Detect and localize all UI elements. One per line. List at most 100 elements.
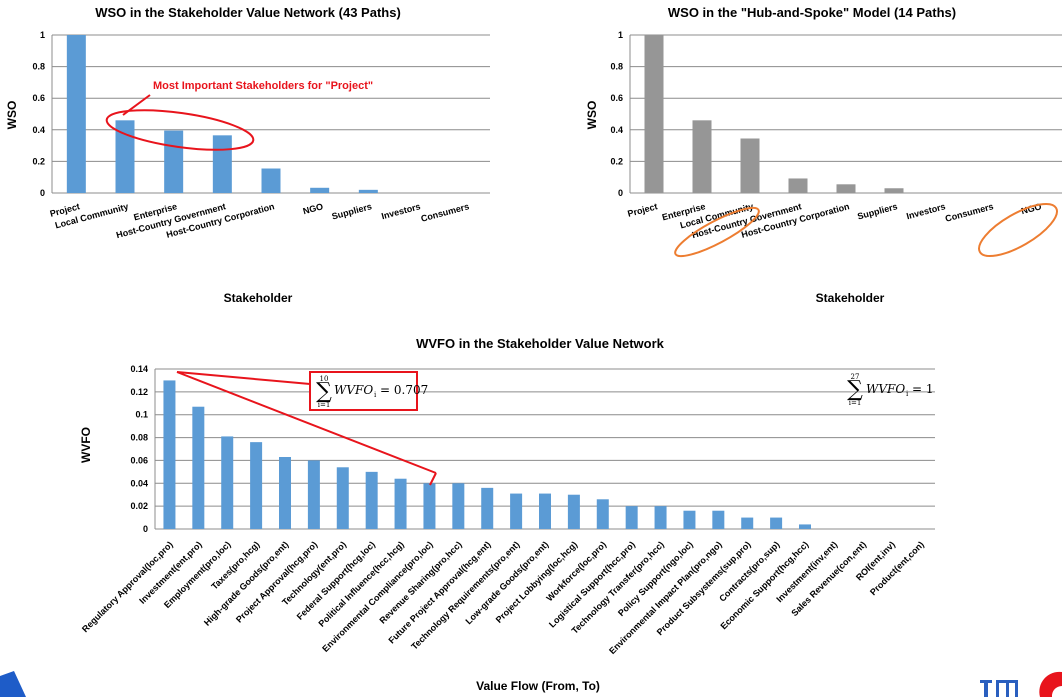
annotation-ellipse bbox=[105, 109, 255, 151]
bar bbox=[644, 35, 664, 193]
bar bbox=[307, 460, 320, 529]
x-tick-label: Suppliers bbox=[331, 201, 373, 221]
bar bbox=[625, 506, 638, 529]
svg-text:i=1: i=1 bbox=[318, 401, 331, 409]
bar bbox=[279, 457, 291, 529]
bar bbox=[683, 510, 696, 529]
x-tick-label: Product(ent,con) bbox=[868, 539, 926, 597]
bar bbox=[66, 35, 86, 193]
svg-text:= 0.707: = 0.707 bbox=[380, 383, 428, 397]
bar bbox=[788, 178, 808, 193]
bar bbox=[336, 467, 349, 529]
left-logo bbox=[0, 671, 26, 697]
y-tick-label: 0.02 bbox=[130, 501, 148, 511]
x-tick-label: Investors bbox=[905, 201, 946, 221]
x-tick-label: Consumers bbox=[944, 201, 994, 223]
bar bbox=[423, 483, 436, 529]
bar bbox=[452, 483, 465, 529]
bar bbox=[884, 188, 904, 193]
y-tick-label: 0.08 bbox=[130, 433, 148, 443]
bar bbox=[250, 442, 263, 529]
y-tick-label: 0.6 bbox=[32, 93, 45, 103]
svg-text:27: 27 bbox=[851, 373, 860, 381]
svg-text:∑: ∑ bbox=[847, 377, 863, 402]
callout-line-upper bbox=[176, 371, 311, 385]
bar bbox=[358, 189, 378, 193]
chart2-title: WSO in the "Hub-and-Spoke" Model (14 Pat… bbox=[668, 5, 956, 20]
formula-total: 27 ∑ i=1 WVFO i = 1 bbox=[847, 373, 933, 407]
y-tick-label: 0.8 bbox=[610, 62, 623, 72]
bar bbox=[481, 487, 494, 529]
bar bbox=[596, 499, 609, 529]
chart-wso-stakeholder-network: WSO in the Stakeholder Value Network (43… bbox=[5, 5, 490, 305]
highlight-ngo bbox=[978, 203, 1058, 257]
svg-text:i=1: i=1 bbox=[849, 399, 862, 407]
y-tick-label: 1 bbox=[40, 30, 45, 40]
svg-text:WVFO: WVFO bbox=[866, 382, 905, 396]
y-tick-label: 0.8 bbox=[32, 62, 45, 72]
y-tick-label: 0 bbox=[40, 188, 45, 198]
bar bbox=[115, 120, 135, 193]
svg-text:10: 10 bbox=[320, 375, 329, 383]
bar bbox=[163, 380, 176, 529]
x-tick-label: Investors bbox=[380, 201, 421, 221]
y-tick-label: 0 bbox=[143, 524, 148, 534]
formula-top10-box bbox=[309, 371, 418, 411]
bar bbox=[192, 406, 205, 529]
callout-line-end bbox=[429, 472, 437, 486]
right-logo bbox=[980, 671, 1062, 697]
bar bbox=[712, 510, 725, 529]
bar bbox=[740, 138, 760, 193]
bar bbox=[212, 135, 232, 193]
svg-text:WVFO: WVFO bbox=[334, 383, 373, 397]
x-tick-label: Suppliers bbox=[856, 201, 898, 221]
bar bbox=[510, 493, 523, 529]
y-tick-label: 0.06 bbox=[130, 455, 148, 465]
y-tick-label: 0.4 bbox=[32, 125, 45, 135]
svg-text:∑: ∑ bbox=[316, 379, 332, 404]
callout-line-range bbox=[176, 371, 437, 474]
x-tick-label: Consumers bbox=[420, 201, 470, 223]
chart1-title: WSO in the Stakeholder Value Network (43… bbox=[95, 5, 401, 20]
highlight-local-community bbox=[674, 206, 760, 258]
y-tick-label: 0.2 bbox=[610, 156, 623, 166]
chart3-x-axis-label: Value Flow (From, To) bbox=[476, 679, 600, 693]
annotation-arrow bbox=[122, 94, 151, 116]
svg-text:i: i bbox=[906, 390, 909, 398]
chart-wso-hub-and-spoke: WSO in the "Hub-and-Spoke" Model (14 Pat… bbox=[585, 5, 1062, 305]
y-tick-label: 0.1 bbox=[135, 410, 148, 420]
bar bbox=[261, 168, 281, 193]
y-tick-label: 0.14 bbox=[130, 364, 148, 374]
bar bbox=[221, 436, 234, 529]
bar bbox=[692, 120, 712, 193]
chart1-x-axis-label: Stakeholder bbox=[224, 291, 293, 305]
bar bbox=[799, 524, 811, 529]
y-tick-label: 0.4 bbox=[610, 125, 623, 135]
chart2-y-axis-label: WSO bbox=[585, 101, 599, 130]
svg-text:= 1: = 1 bbox=[912, 382, 934, 396]
bar bbox=[836, 184, 856, 193]
bar bbox=[394, 478, 407, 529]
annotation-label: Most Important Stakeholders for "Project… bbox=[153, 80, 373, 92]
bar bbox=[741, 517, 754, 529]
y-tick-label: 0.12 bbox=[130, 387, 148, 397]
y-tick-label: 1 bbox=[618, 30, 623, 40]
y-tick-label: 0.6 bbox=[610, 93, 623, 103]
y-tick-label: 0 bbox=[618, 188, 623, 198]
y-tick-label: 0.04 bbox=[130, 478, 148, 488]
chart2-x-axis-label: Stakeholder bbox=[816, 291, 885, 305]
bar bbox=[164, 130, 184, 193]
formula-top10: 10 ∑ i=1 WVFO i = 0.707 bbox=[316, 375, 428, 409]
chart-wvfo-stakeholder-network: WVFO in the Stakeholder Value Network WV… bbox=[79, 336, 935, 693]
chart1-y-axis-label: WSO bbox=[5, 101, 19, 130]
x-tick-label: NGO bbox=[302, 201, 324, 216]
bar bbox=[310, 187, 330, 193]
chart3-title: WVFO in the Stakeholder Value Network bbox=[416, 336, 665, 351]
x-tick-label: Project bbox=[626, 201, 658, 219]
bar bbox=[539, 493, 551, 529]
svg-text:i: i bbox=[374, 391, 377, 399]
bar bbox=[567, 494, 580, 529]
bar bbox=[770, 517, 783, 529]
x-tick-label: Technology Requirements(pro,ent) bbox=[409, 539, 521, 651]
